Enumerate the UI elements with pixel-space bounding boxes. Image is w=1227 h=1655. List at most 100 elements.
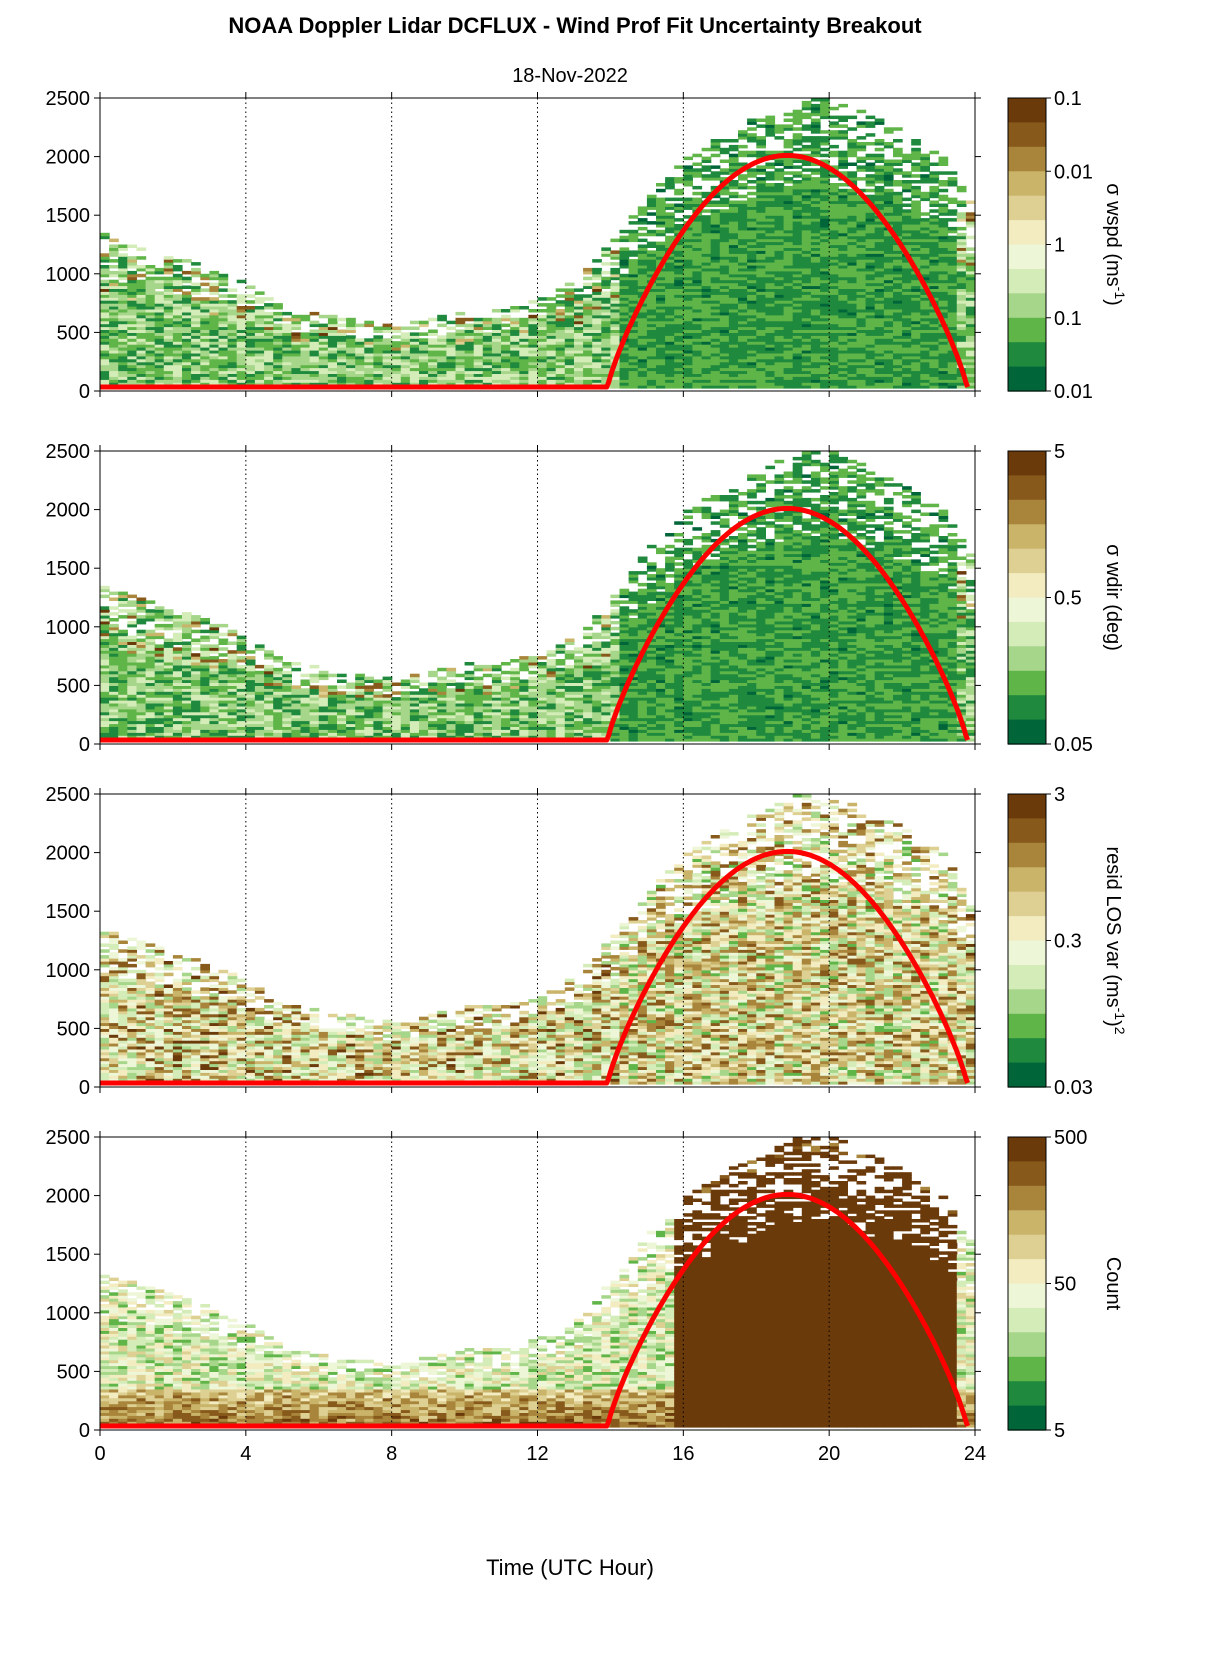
- heatmap-cell: [820, 142, 830, 146]
- heatmap-cell: [574, 347, 584, 351]
- heatmap-cell: [282, 347, 292, 351]
- heatmap-cell: [601, 309, 611, 313]
- heatmap-cell: [929, 191, 940, 196]
- heatmap-cell: [346, 367, 356, 372]
- heatmap-cell: [710, 165, 721, 169]
- heatmap-cell: [564, 382, 575, 386]
- heatmap-cell: [191, 338, 201, 342]
- heatmap-cell: [929, 329, 940, 333]
- heatmap-cell: [446, 379, 457, 383]
- heatmap-cell: [491, 338, 502, 342]
- heatmap-cell: [692, 347, 703, 351]
- heatmap-cell: [701, 367, 712, 372]
- heatmap-cell: [464, 367, 475, 372]
- heatmap-cell: [109, 347, 119, 351]
- heatmap-cell: [601, 338, 611, 342]
- heatmap-cell: [273, 332, 283, 336]
- heatmap-cell: [956, 203, 967, 207]
- heatmap-cell: [145, 335, 156, 339]
- heatmap-cell: [765, 364, 776, 369]
- heatmap-cell: [847, 329, 858, 333]
- heatmap-cell: [501, 364, 511, 369]
- heatmap-cell: [656, 385, 666, 389]
- heatmap-cell: [646, 344, 657, 348]
- heatmap-cell: [245, 344, 256, 348]
- heatmap-cell: [601, 361, 611, 366]
- heatmap-cell: [154, 314, 165, 319]
- heatmap-cell: [355, 364, 365, 369]
- heatmap-cell: [318, 347, 329, 351]
- heatmap-cell: [391, 358, 402, 363]
- heatmap-cell: [318, 361, 329, 366]
- heatmap-cell: [254, 347, 265, 351]
- heatmap-cell: [528, 320, 539, 325]
- heatmap-cell: [947, 262, 958, 266]
- heatmap-cell: [893, 183, 903, 187]
- heatmap-cell: [491, 379, 502, 383]
- heatmap-cell: [893, 153, 903, 158]
- heatmap-cell: [346, 370, 356, 374]
- heatmap-cell: [683, 197, 693, 202]
- heatmap-cell: [528, 341, 539, 345]
- heatmap-cell: [719, 203, 730, 207]
- heatmap-cell: [327, 364, 338, 369]
- heatmap-cell: [701, 270, 712, 275]
- heatmap-cell: [519, 338, 529, 342]
- heatmap-cell: [774, 262, 785, 266]
- heatmap-cell: [182, 358, 192, 363]
- heatmap-cell: [236, 326, 247, 330]
- heatmap-cell: [109, 244, 119, 248]
- heatmap-cell: [829, 300, 839, 304]
- heatmap-cell: [920, 329, 930, 333]
- heatmap-cell: [783, 291, 794, 295]
- heatmap-cell: [574, 352, 584, 357]
- heatmap-cell: [564, 294, 575, 298]
- heatmap-cell: [437, 364, 447, 369]
- heatmap-cell: [765, 303, 776, 307]
- heatmap-cell: [756, 194, 766, 199]
- heatmap-cell: [182, 297, 192, 301]
- heatmap-cell: [847, 142, 858, 146]
- heatmap-cell: [109, 597, 119, 601]
- heatmap-cell: [893, 147, 903, 152]
- heatmap-cell: [637, 306, 648, 310]
- heatmap-cell: [683, 344, 693, 348]
- heatmap-cell: [765, 150, 776, 155]
- heatmap-cell: [783, 300, 794, 304]
- heatmap-cell: [409, 352, 420, 357]
- heatmap-cell: [674, 279, 684, 284]
- heatmap-cell: [719, 150, 730, 155]
- heatmap-cell: [965, 291, 976, 295]
- heatmap-cell: [236, 355, 247, 360]
- heatmap-cell: [172, 282, 183, 287]
- heatmap-cell: [929, 215, 940, 219]
- heatmap-cell: [391, 364, 402, 369]
- heatmap-cell: [756, 232, 766, 237]
- heatmap-cell: [738, 361, 748, 366]
- heatmap-cell: [674, 350, 684, 354]
- heatmap-cell: [747, 279, 757, 284]
- heatmap-cell: [738, 221, 748, 225]
- heatmap-cell: [719, 341, 730, 345]
- heatmap-cell: [254, 341, 265, 345]
- heatmap-cell: [172, 259, 183, 263]
- heatmap-cell: [929, 150, 940, 155]
- heatmap-cell: [738, 174, 748, 178]
- heatmap-cell: [665, 265, 675, 269]
- heatmap-cell: [665, 370, 675, 374]
- heatmap-cell: [519, 306, 529, 310]
- heatmap-cell: [154, 367, 165, 372]
- heatmap-cell: [218, 320, 229, 325]
- heatmap-cell: [801, 329, 812, 333]
- heatmap-cell: [200, 382, 210, 386]
- heatmap-cell: [145, 341, 156, 345]
- heatmap-cell: [674, 355, 684, 360]
- heatmap-cell: [428, 361, 438, 366]
- heatmap-cell: [118, 282, 128, 287]
- heatmap-cell: [546, 364, 557, 369]
- heatmap-cell: [738, 311, 748, 316]
- heatmap-cell: [592, 320, 602, 325]
- heatmap-cell: [756, 177, 766, 181]
- heatmap-cell: [701, 376, 712, 380]
- heatmap-cell: [820, 183, 830, 187]
